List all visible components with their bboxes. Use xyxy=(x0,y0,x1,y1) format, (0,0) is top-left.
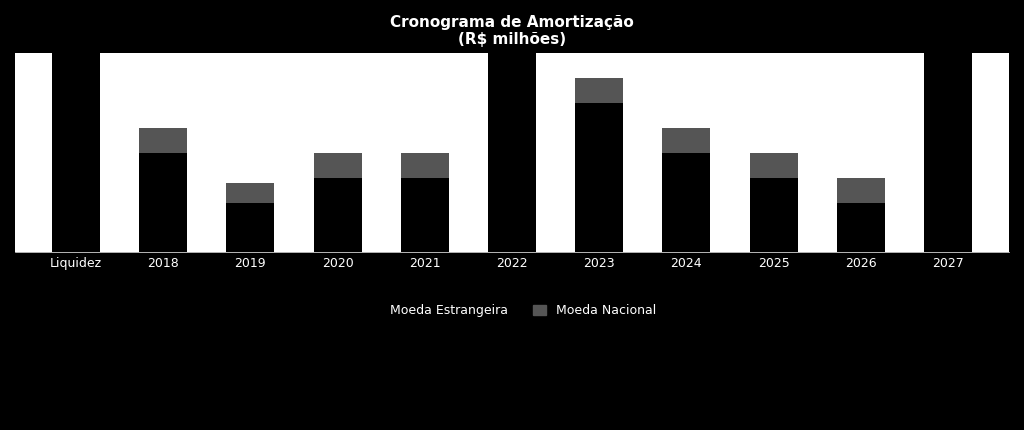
Bar xyxy=(837,178,885,203)
Bar xyxy=(750,153,798,178)
Bar xyxy=(750,178,798,252)
Bar xyxy=(400,178,449,252)
Bar xyxy=(313,153,361,178)
Bar xyxy=(663,128,711,153)
Bar xyxy=(226,203,274,252)
Bar xyxy=(575,103,624,252)
Bar xyxy=(837,203,885,252)
Bar xyxy=(139,153,187,252)
Bar xyxy=(575,78,624,103)
Legend: Moeda Estrangeira, Moeda Nacional: Moeda Estrangeira, Moeda Nacional xyxy=(362,299,662,322)
Bar xyxy=(663,153,711,252)
Bar xyxy=(400,153,449,178)
Bar xyxy=(139,128,187,153)
Bar xyxy=(488,28,536,53)
Bar xyxy=(226,183,274,203)
Bar xyxy=(313,178,361,252)
Title: Cronograma de Amortização
(R$ milhões): Cronograma de Amortização (R$ milhões) xyxy=(390,15,634,47)
Bar xyxy=(488,53,536,252)
Bar xyxy=(52,0,100,252)
Bar xyxy=(924,0,972,252)
